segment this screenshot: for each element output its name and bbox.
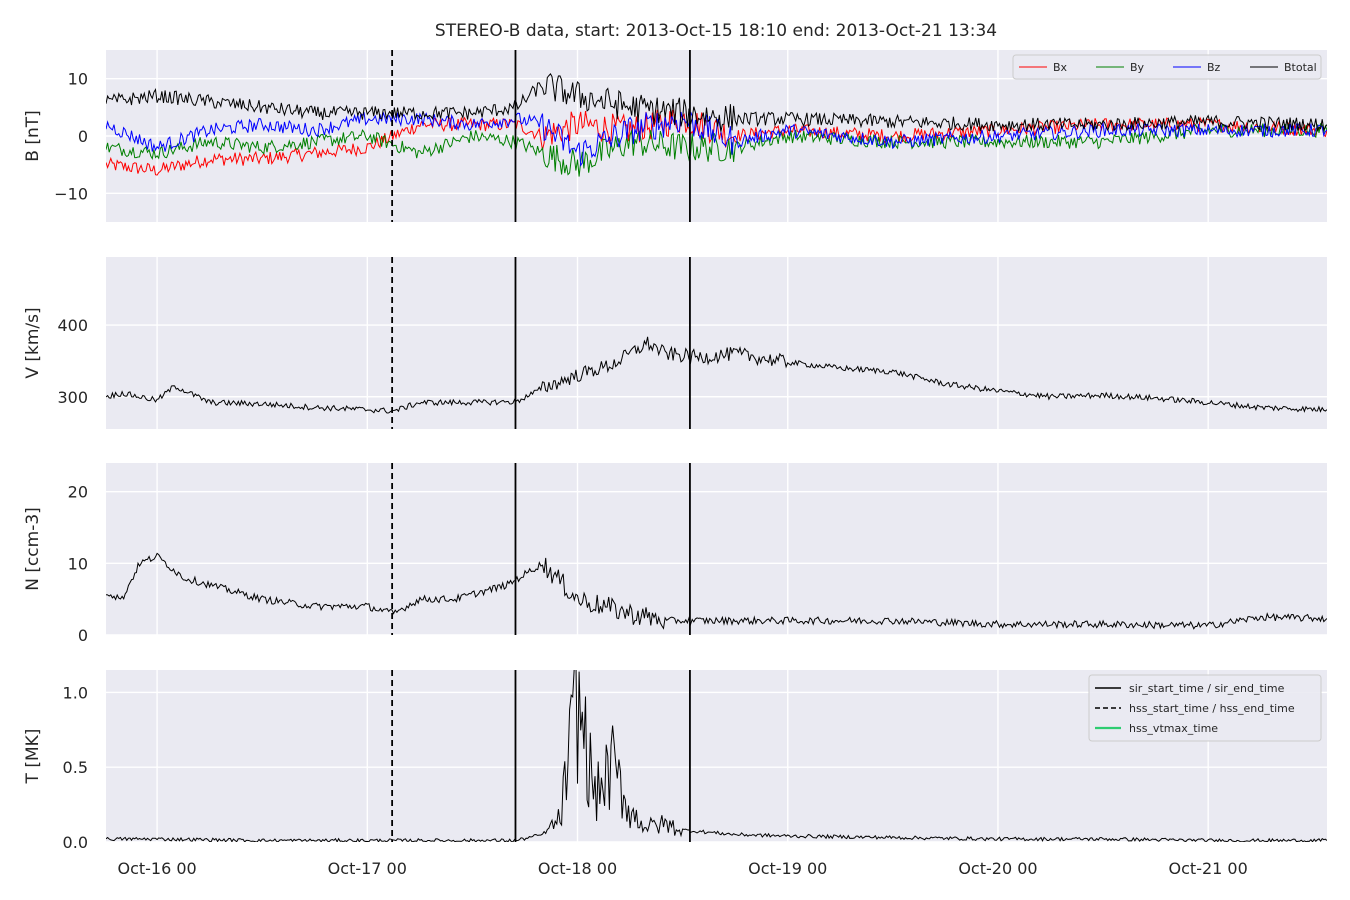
legend-entry: hss_vtmax_time bbox=[1129, 722, 1218, 735]
y-tick-label: 0.0 bbox=[63, 833, 88, 852]
series-line-n bbox=[106, 552, 1327, 630]
y-tick-label: 400 bbox=[57, 316, 88, 335]
y-tick-label: 300 bbox=[57, 388, 88, 407]
y-tick-label: −10 bbox=[54, 184, 88, 203]
panels: −10 0 10 B [nT] Bx By Bz Btotal 300 400 V [km/s] 0 1… bbox=[23, 50, 1327, 852]
series-line-v bbox=[106, 336, 1327, 414]
series-group bbox=[106, 670, 1327, 842]
legend-t: sir_start_time / sir_end_time hss_start_t… bbox=[1088, 674, 1322, 742]
series-line-bz bbox=[106, 111, 1327, 167]
plot-background bbox=[106, 463, 1327, 635]
y-tick-label: 0 bbox=[78, 127, 88, 146]
chart-title: STEREO-B data, start: 2013-Oct-15 18:10 … bbox=[435, 21, 997, 41]
panel-v: 300 400 V [km/s] bbox=[23, 257, 1327, 429]
x-tick-label: Oct-21 00 bbox=[1169, 859, 1248, 878]
legend-b: Bx By Bz Btotal bbox=[1012, 54, 1322, 80]
series-group bbox=[106, 552, 1327, 630]
plot-background bbox=[106, 257, 1327, 429]
y-tick-label: 1.0 bbox=[63, 683, 88, 702]
x-tick-label: Oct-20 00 bbox=[958, 859, 1037, 878]
legend-entry: Bx bbox=[1053, 61, 1068, 74]
legend-entry: Bz bbox=[1207, 61, 1221, 74]
series-line-by bbox=[106, 122, 1327, 177]
panel-n: 0 10 20 N [ccm-3] bbox=[23, 463, 1327, 645]
legend-entry: Btotal bbox=[1284, 61, 1317, 74]
x-tick-label: Oct-16 00 bbox=[117, 859, 196, 878]
series-line-btotal bbox=[106, 73, 1327, 133]
legend-frame bbox=[1012, 54, 1322, 80]
legend-entry: sir_start_time / sir_end_time bbox=[1129, 682, 1285, 695]
y-axis-label: N [ccm-3] bbox=[23, 507, 43, 591]
legend-entry: By bbox=[1130, 61, 1145, 74]
y-tick-label: 0.5 bbox=[63, 758, 88, 777]
legend-frame bbox=[1088, 674, 1322, 742]
x-tick-label: Oct-19 00 bbox=[748, 859, 827, 878]
series-line-t bbox=[106, 670, 1327, 842]
panel-t: 0.0 0.5 1.0 T [MK] sir_start_time / sir_end_… bbox=[23, 670, 1327, 852]
x-tick-label: Oct-18 00 bbox=[538, 859, 617, 878]
y-tick-label: 10 bbox=[68, 70, 88, 89]
y-axis-label: V [km/s] bbox=[23, 307, 43, 378]
legend-entry: hss_start_time / hss_end_time bbox=[1129, 702, 1295, 715]
x-tick-label: Oct-17 00 bbox=[328, 859, 407, 878]
series-group bbox=[106, 73, 1327, 177]
y-tick-label: 10 bbox=[68, 554, 88, 573]
series-group bbox=[106, 336, 1327, 414]
y-tick-label: 0 bbox=[78, 626, 88, 645]
y-axis-label: B [nT] bbox=[23, 110, 43, 162]
y-axis-label: T [MK] bbox=[23, 729, 43, 785]
panel-b: −10 0 10 B [nT] Bx By Bz Btotal bbox=[23, 50, 1327, 222]
x-tick-labels: Oct-16 00 Oct-17 00 Oct-18 00 Oct-19 00 Oct-… bbox=[117, 859, 1247, 878]
y-tick-label: 20 bbox=[68, 483, 88, 502]
